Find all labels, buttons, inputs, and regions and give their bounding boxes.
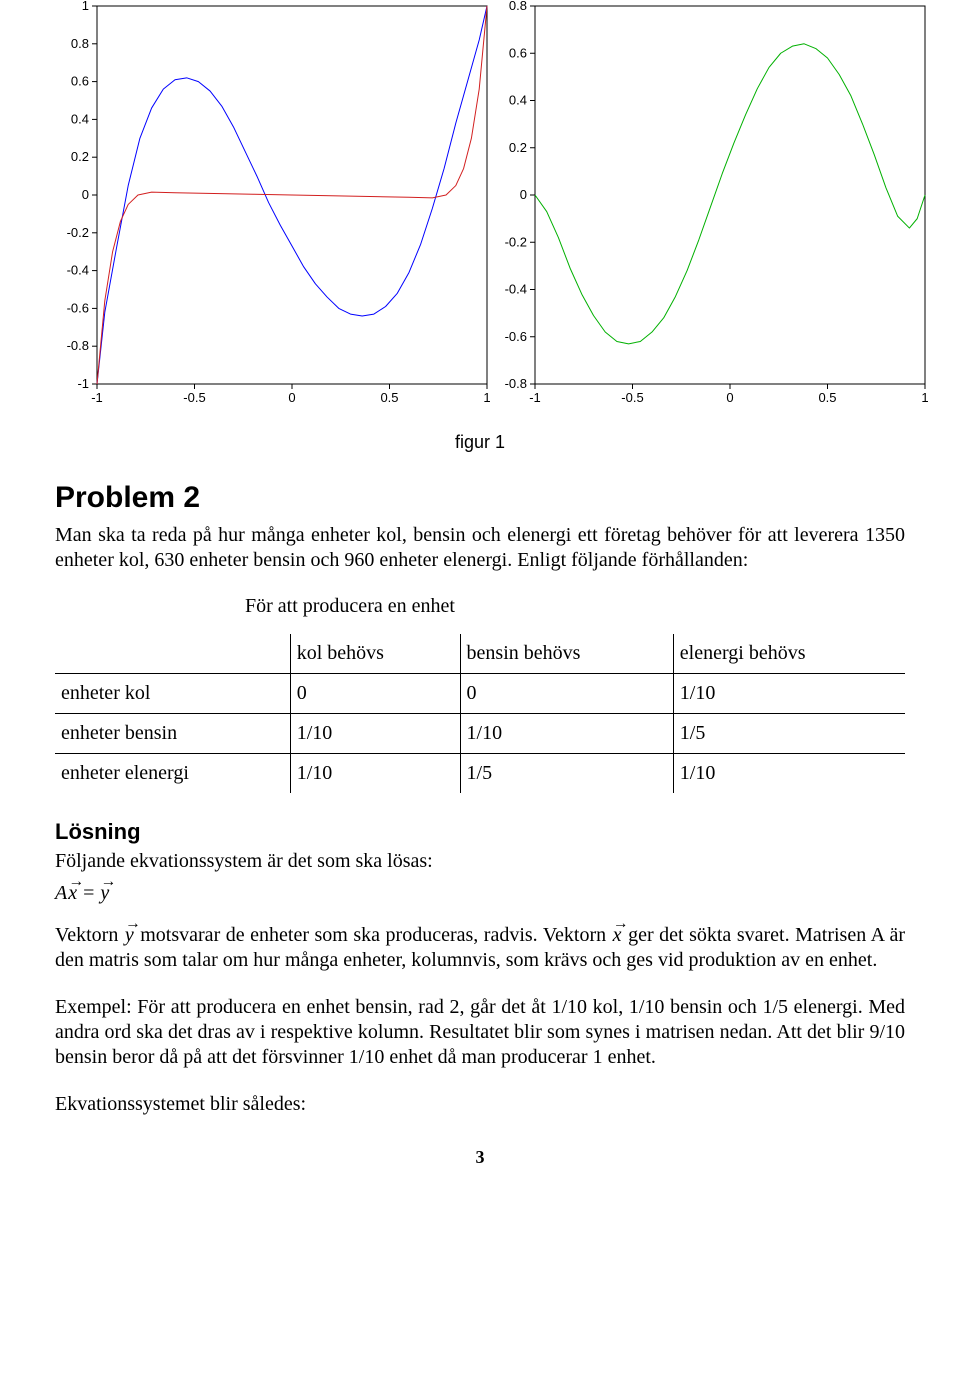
table-col-kol: kol behövs: [290, 634, 460, 674]
svg-text:0: 0: [726, 390, 733, 405]
table-cell: 1/10: [460, 714, 673, 754]
svg-text:0.2: 0.2: [509, 140, 527, 155]
svg-text:-0.4: -0.4: [67, 263, 89, 278]
table-row-label: enheter bensin: [55, 714, 290, 754]
table-cell: 1/10: [290, 754, 460, 794]
svg-text:-0.8: -0.8: [67, 338, 89, 353]
table-cell: 1/10: [673, 754, 905, 794]
svg-text:0.6: 0.6: [509, 45, 527, 60]
svg-text:-1: -1: [529, 390, 541, 405]
svg-text:0.5: 0.5: [380, 390, 398, 405]
table-col-blank: [55, 634, 290, 674]
chart-right: -1 -0.5 0 0.5 1 -0.8 -0.6 -0.4 -0.2 0 0.2 0.4 0.6 0.8: [493, 0, 931, 410]
svg-text:1: 1: [921, 390, 928, 405]
svg-text:-0.5: -0.5: [183, 390, 205, 405]
svg-text:0.2: 0.2: [71, 149, 89, 164]
svg-text:-0.6: -0.6: [505, 329, 527, 344]
table-cell: 1/10: [673, 674, 905, 714]
svg-text:0: 0: [82, 187, 89, 202]
table-cell: 0: [290, 674, 460, 714]
svg-text:-0.6: -0.6: [67, 300, 89, 315]
table-subcaption: För att producera en enhet: [55, 595, 905, 618]
page-number: 3: [55, 1147, 905, 1168]
table-row-label: enheter elenergi: [55, 754, 290, 794]
svg-text:-0.2: -0.2: [505, 234, 527, 249]
svg-text:0.5: 0.5: [818, 390, 836, 405]
table-cell: 1/5: [673, 714, 905, 754]
svg-text:1: 1: [82, 0, 89, 13]
svg-text:-1: -1: [91, 390, 103, 405]
table-row-label: enheter kol: [55, 674, 290, 714]
problem-heading: Problem 2: [55, 481, 905, 515]
equation: Ax = y: [55, 882, 905, 905]
figure-caption: figur 1: [55, 432, 905, 453]
svg-text:-1: -1: [77, 376, 89, 391]
table-cell: 0: [460, 674, 673, 714]
solution-para3: Ekvationssystemet blir således:: [55, 1092, 905, 1117]
svg-text:0: 0: [288, 390, 295, 405]
table-cell: 1/10: [290, 714, 460, 754]
solution-intro: Följande ekvationssystem är det som ska …: [55, 849, 905, 874]
svg-text:0.8: 0.8: [71, 36, 89, 51]
chart-left: -1 -0.5 0 0.5 1 -1 -0.8 -0.6 -0.4 -0.2 0 0.2 0.4 0.6 0…: [55, 0, 493, 410]
svg-text:-0.5: -0.5: [621, 390, 643, 405]
svg-text:0.6: 0.6: [71, 74, 89, 89]
solution-heading: Lösning: [55, 819, 905, 845]
svg-text:1: 1: [483, 390, 490, 405]
table-col-elenergi: elenergi behövs: [673, 634, 905, 674]
charts-row: -1-0.500.51-1-0.8-0.6-0.4-0.200.20.40.60…: [55, 0, 905, 410]
svg-text:-0.2: -0.2: [67, 225, 89, 240]
svg-text:0.4: 0.4: [509, 93, 527, 108]
svg-text:0: 0: [520, 187, 527, 202]
io-table: kol behövs bensin behövs elenergi behövs…: [55, 634, 905, 793]
svg-text:-0.8: -0.8: [505, 376, 527, 391]
svg-text:0.8: 0.8: [509, 0, 527, 13]
table-col-bensin: bensin behövs: [460, 634, 673, 674]
solution-para2: Exempel: För att producera en enhet bens…: [55, 995, 905, 1070]
solution-para1: Vektorn y motsvarar de enheter som ska p…: [55, 923, 905, 973]
table-cell: 1/5: [460, 754, 673, 794]
svg-text:0.4: 0.4: [71, 111, 89, 126]
problem-text: Man ska ta reda på hur många enheter kol…: [55, 523, 905, 573]
svg-text:-0.4: -0.4: [505, 282, 527, 297]
